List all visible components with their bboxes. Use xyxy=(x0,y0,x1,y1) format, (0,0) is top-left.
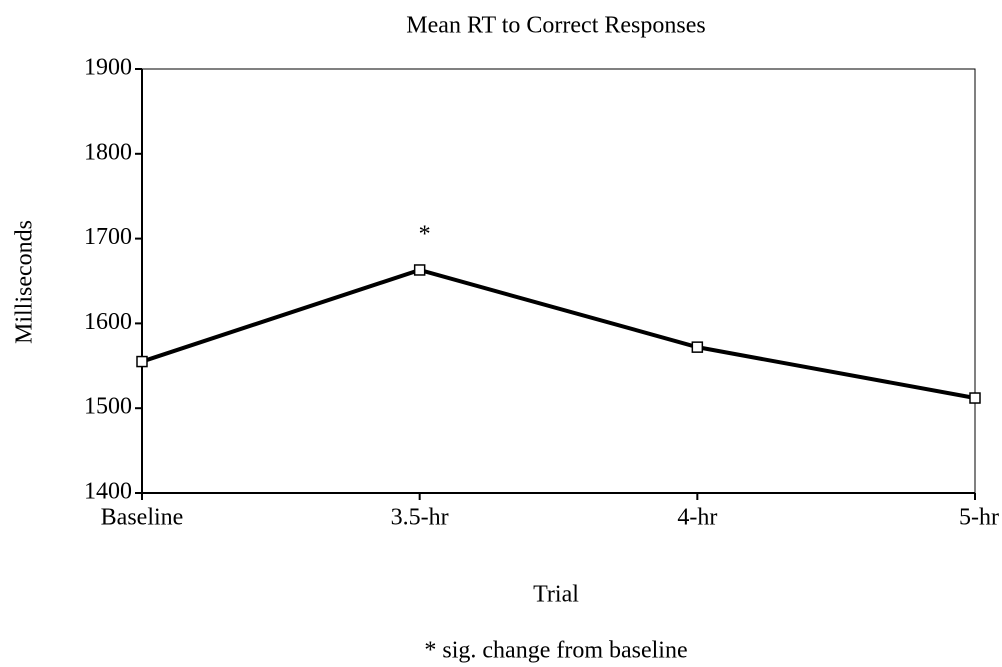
x-tick-label: 3.5-hr xyxy=(391,505,449,531)
y-tick-label: 1800 xyxy=(84,139,132,165)
chart-title: Mean RT to Correct Responses xyxy=(406,13,705,39)
y-tick-label: 1500 xyxy=(84,394,132,420)
annotation: * xyxy=(419,221,431,247)
x-tick-label: 5-hr xyxy=(959,505,999,531)
x-axis-label: Trial xyxy=(533,582,579,608)
point-marker xyxy=(413,264,426,276)
y-tick-label: 1700 xyxy=(84,224,132,250)
x-tick-label: Baseline xyxy=(101,505,184,531)
y-axis-label: Milliseconds xyxy=(12,220,38,344)
point-marker xyxy=(691,341,704,353)
x-tick-label: 4-hr xyxy=(677,505,717,531)
footnote: * sig. change from baseline xyxy=(424,638,687,664)
point-marker xyxy=(969,392,981,404)
series-line xyxy=(141,267,976,400)
y-tick-label: 1400 xyxy=(84,479,132,505)
y-tick-label: 1600 xyxy=(84,309,132,335)
plot-frame xyxy=(141,68,976,494)
y-tick-label: 1900 xyxy=(84,55,132,81)
point-marker xyxy=(136,355,148,368)
